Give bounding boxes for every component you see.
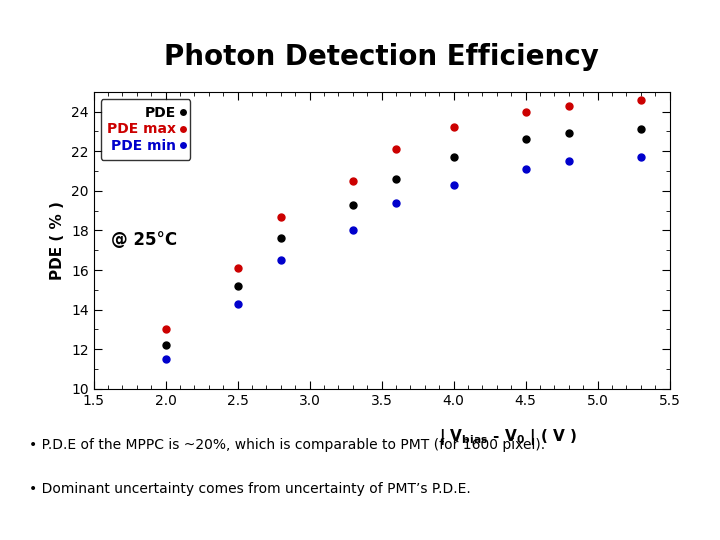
Point: [448, 123, 459, 132]
Point: [160, 341, 171, 349]
Point: [520, 107, 531, 116]
Point: [448, 153, 459, 161]
Point: [232, 264, 243, 272]
Point: [448, 180, 459, 189]
Text: • P.D.E of the MPPC is ~20%, which is comparable to PMT (for 1600 pixel).: • P.D.E of the MPPC is ~20%, which is co…: [29, 438, 545, 453]
Point: [635, 153, 647, 161]
Point: [390, 198, 402, 207]
Point: [390, 145, 402, 153]
Point: [347, 177, 359, 185]
Point: [160, 325, 171, 334]
Point: [563, 129, 575, 138]
Point: [635, 125, 647, 134]
Point: [520, 135, 531, 144]
Point: [635, 96, 647, 104]
Text: • Dominant uncertainty comes from uncertainty of PMT’s P.D.E.: • Dominant uncertainty comes from uncert…: [29, 482, 471, 496]
Text: @ 25°C: @ 25°C: [111, 231, 177, 249]
Point: [160, 355, 171, 363]
Legend: PDE, PDE max, PDE min: PDE, PDE max, PDE min: [101, 99, 190, 160]
Point: [347, 226, 359, 235]
Point: [563, 102, 575, 110]
Point: [232, 281, 243, 290]
Point: [520, 165, 531, 173]
Text: | $\mathregular{V}_{\mathregular{bias}}$ - $\mathregular{V_0}$ | ( V ): | $\mathregular{V}_{\mathregular{bias}}$…: [439, 428, 577, 448]
Point: [275, 212, 287, 221]
Point: [347, 200, 359, 209]
Text: Photon Detection Efficiency: Photon Detection Efficiency: [164, 43, 599, 71]
Point: [232, 299, 243, 308]
Point: [275, 256, 287, 265]
Point: [275, 234, 287, 242]
Point: [563, 157, 575, 165]
Point: [390, 174, 402, 183]
Y-axis label: PDE ( % ): PDE ( % ): [50, 201, 66, 280]
